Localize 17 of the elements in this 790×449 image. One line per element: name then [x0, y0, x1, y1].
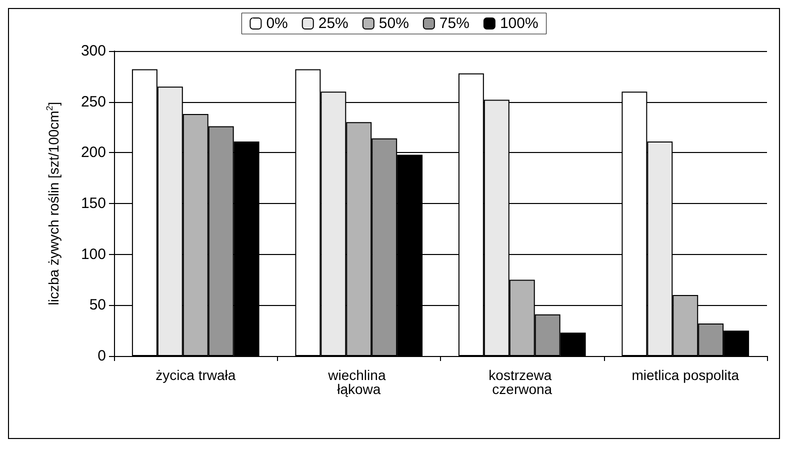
- y-tick-label: 250: [80, 93, 106, 110]
- y-tick-label: 100: [80, 246, 106, 263]
- legend-label: 75%: [439, 15, 470, 32]
- y-tick-label: 200: [80, 144, 106, 162]
- legend-label: 100%: [500, 15, 538, 32]
- y-tick-label: 300: [80, 42, 106, 60]
- legend-label: 0%: [266, 15, 288, 32]
- y-tick-label: 150: [80, 195, 106, 212]
- legend-label: 50%: [378, 15, 409, 32]
- y-tick-label: 50: [89, 296, 106, 314]
- x-tick-label: życica trwała: [156, 367, 236, 383]
- x-tick-label: kostrzewa czerwona: [488, 367, 556, 397]
- x-tick-label: wiechlina łąkowa: [327, 367, 390, 397]
- legend-label: 25%: [318, 15, 348, 32]
- y-tick-label: 0: [98, 348, 106, 364]
- y-axis-title: liczba żywych roślin [szt/100cm2]: [44, 102, 62, 306]
- x-tick-label: mietlica pospolita: [632, 367, 740, 383]
